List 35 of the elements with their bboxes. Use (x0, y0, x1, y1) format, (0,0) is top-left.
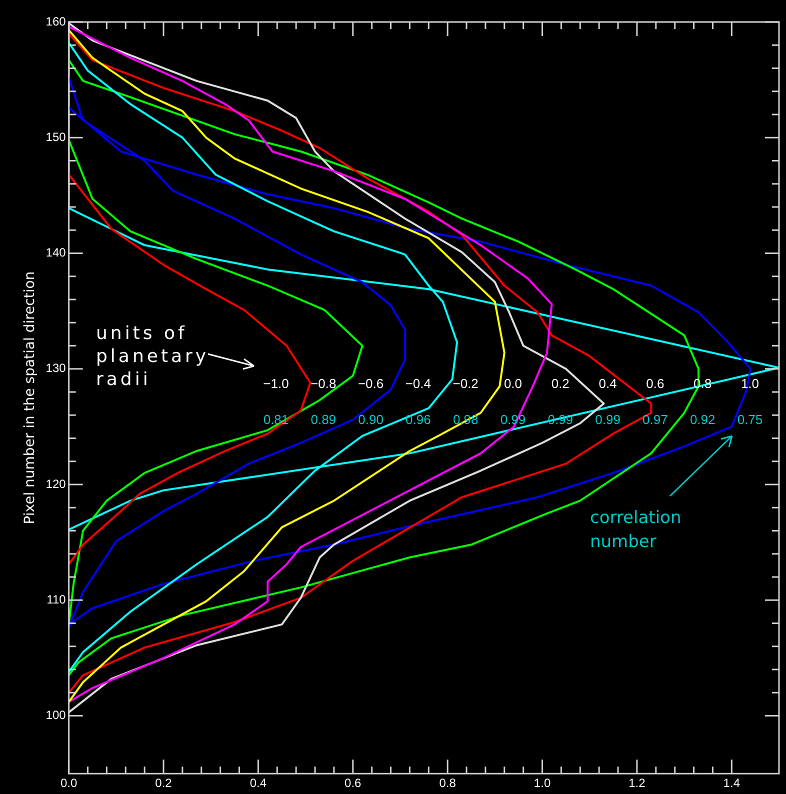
annotation: 0.97 (642, 412, 669, 427)
annotation: −0.2 (452, 376, 480, 391)
x-tick-label: 0.8 (439, 776, 456, 790)
annotation: units of planetary radii (96, 322, 210, 391)
y-tick-label: 160 (46, 14, 66, 28)
x-tick-label: 1.0 (534, 776, 551, 790)
x-tick-label: 1.2 (628, 776, 646, 790)
annotation: 0.99 (594, 412, 622, 427)
y-tick-label: 120 (46, 476, 66, 491)
x-tick-label: 1.4 (723, 776, 740, 790)
annotation: 0.90 (357, 412, 384, 427)
y-tick-label: 140 (46, 246, 66, 260)
y-tick-label: 130 (46, 361, 66, 376)
y-tick-label: 100 (46, 708, 66, 722)
annotation: 0.4 (598, 376, 618, 391)
annotation: 0.2 (550, 376, 570, 391)
annotation: 0.96 (404, 412, 432, 427)
annotation: 0.81 (262, 412, 290, 427)
annotation: 0.92 (688, 412, 716, 427)
annotation: −0.4 (404, 376, 432, 391)
x-tick-label: 0.4 (250, 776, 267, 790)
annotation: 0.89 (310, 412, 338, 427)
x-tick-label: 0.0 (60, 776, 78, 790)
annotation: −1.0 (262, 376, 290, 391)
annotation: 0.0 (502, 376, 524, 391)
y-tick-label: 150 (46, 130, 66, 144)
annotation: correlation number (590, 507, 682, 554)
annotation: −0.6 (356, 376, 385, 391)
x-tick-label: 0.2 (155, 776, 172, 790)
annotation: −0.8 (310, 376, 338, 391)
annotation: 0.75 (736, 412, 764, 427)
annotation: 0.6 (645, 376, 666, 391)
y-axis-title: Pixel number in the spatial direction (22, 271, 38, 524)
x-tick-label: 0.6 (344, 776, 362, 790)
y-tick-label: 110 (46, 592, 66, 606)
